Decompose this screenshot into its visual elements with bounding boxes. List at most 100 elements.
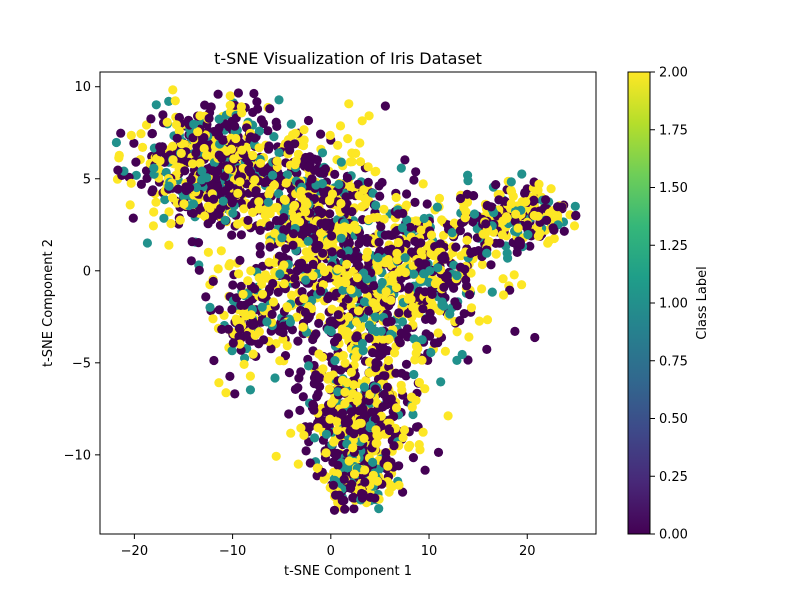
scatter-point bbox=[255, 225, 265, 235]
scatter-point bbox=[449, 283, 459, 293]
scatter-point bbox=[477, 284, 487, 294]
scatter-point bbox=[435, 239, 445, 249]
scatter-point bbox=[305, 458, 315, 468]
scatter-point bbox=[231, 133, 241, 144]
scatter-point bbox=[113, 165, 123, 175]
scatter-point bbox=[155, 142, 165, 152]
scatter-point bbox=[310, 433, 320, 443]
scatter-point bbox=[452, 327, 462, 337]
scatter-point bbox=[498, 274, 508, 284]
scatter-point bbox=[274, 189, 284, 199]
scatter-point bbox=[294, 217, 305, 227]
scatter-point bbox=[523, 230, 533, 240]
scatter-point bbox=[409, 269, 419, 279]
scatter-point bbox=[278, 328, 288, 338]
scatter-point bbox=[340, 504, 350, 514]
scatter-point bbox=[411, 341, 422, 351]
scatter-point bbox=[360, 465, 370, 475]
scatter-point bbox=[403, 308, 413, 318]
scatter-point bbox=[316, 229, 326, 239]
scatter-point bbox=[235, 255, 245, 265]
scatter-point bbox=[251, 186, 261, 196]
scatter-point bbox=[246, 266, 256, 276]
scatter-point bbox=[229, 154, 239, 164]
scatter-point bbox=[376, 222, 386, 232]
scatter-point bbox=[408, 453, 418, 463]
scatter-point bbox=[368, 298, 378, 308]
scatter-point bbox=[356, 234, 366, 244]
scatter-point bbox=[233, 219, 243, 229]
scatter-point bbox=[412, 422, 422, 432]
scatter-point bbox=[370, 414, 380, 424]
scatter-point bbox=[168, 155, 178, 165]
scatter-point bbox=[297, 193, 307, 203]
y-axis-label: t-SNE Component 2 bbox=[41, 239, 56, 367]
scatter-point bbox=[225, 91, 235, 101]
scatter-point bbox=[379, 389, 389, 400]
scatter-point bbox=[218, 196, 228, 206]
scatter-point bbox=[149, 207, 159, 217]
scatter-point bbox=[384, 487, 394, 497]
scatter-point bbox=[326, 398, 337, 408]
scatter-point bbox=[257, 289, 268, 299]
scatter-point bbox=[364, 333, 374, 343]
scatter-point bbox=[319, 188, 329, 198]
scatter-point bbox=[249, 88, 259, 99]
y-tick-label: 10 bbox=[74, 80, 91, 95]
scatter-point bbox=[367, 407, 377, 417]
scatter-point bbox=[452, 301, 462, 311]
scatter-point bbox=[391, 192, 401, 203]
scatter-point bbox=[131, 170, 141, 180]
scatter-point bbox=[329, 437, 339, 447]
scatter-point bbox=[420, 384, 430, 394]
scatter-point bbox=[415, 445, 425, 455]
scatter-point bbox=[482, 344, 492, 354]
scatter-point bbox=[227, 304, 237, 315]
scatter-point bbox=[293, 459, 303, 469]
scatter-point bbox=[338, 350, 348, 361]
scatter-point bbox=[452, 271, 462, 281]
scatter-point bbox=[313, 423, 323, 433]
scatter-point bbox=[422, 199, 432, 209]
scatter-point bbox=[368, 457, 378, 467]
scatter-point bbox=[324, 384, 335, 394]
colorbar-tick-label: 0.50 bbox=[659, 412, 688, 427]
scatter-point bbox=[245, 385, 255, 395]
scatter-point bbox=[299, 125, 309, 135]
scatter-point bbox=[298, 322, 308, 332]
scatter-point bbox=[340, 358, 350, 368]
scatter-point bbox=[258, 118, 269, 129]
scatter-point bbox=[245, 371, 255, 381]
scatter-point bbox=[114, 153, 124, 163]
scatter-point bbox=[347, 207, 357, 217]
scatter-point bbox=[217, 153, 227, 163]
scatter-point bbox=[319, 267, 330, 277]
scatter-point bbox=[386, 295, 396, 305]
scatter-point bbox=[268, 297, 279, 307]
scatter-point bbox=[228, 196, 238, 206]
scatter-point bbox=[384, 362, 394, 372]
scatter-point bbox=[439, 282, 449, 292]
scatter-point bbox=[209, 355, 219, 366]
scatter-point bbox=[317, 179, 327, 189]
scatter-point bbox=[307, 174, 317, 184]
scatter-point bbox=[323, 374, 333, 384]
scatter-point bbox=[469, 209, 480, 219]
scatter-point bbox=[327, 231, 337, 241]
scatter-point bbox=[228, 280, 238, 290]
scatter-point bbox=[264, 189, 274, 199]
scatter-point bbox=[308, 271, 318, 281]
scatter-point bbox=[268, 170, 278, 180]
scatter-point bbox=[265, 221, 275, 231]
scatter-point bbox=[411, 167, 421, 177]
scatter-point bbox=[290, 200, 300, 210]
scatter-point bbox=[303, 236, 313, 246]
scatter-point bbox=[517, 280, 527, 290]
scatter-point bbox=[397, 223, 408, 233]
scatter-point bbox=[497, 230, 507, 240]
scatter-point bbox=[224, 181, 235, 191]
scatter-point bbox=[227, 230, 237, 240]
scatter-point bbox=[363, 177, 373, 187]
scatter-point bbox=[187, 237, 197, 247]
